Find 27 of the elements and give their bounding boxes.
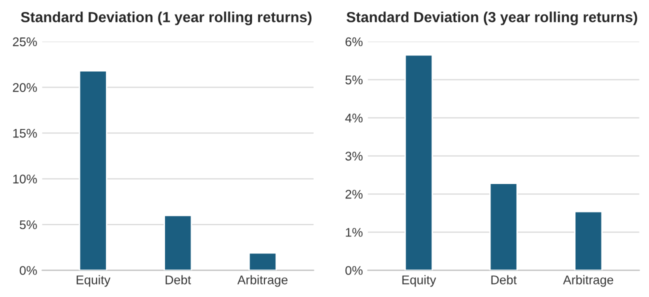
y-tick-label: 5% bbox=[345, 76, 363, 84]
y-tick-label: 4% bbox=[345, 114, 363, 122]
y-tick-label: 0% bbox=[345, 266, 363, 275]
bar bbox=[78, 70, 108, 270]
x-tick-label: Debt bbox=[491, 275, 517, 284]
y-tick-label: 2% bbox=[346, 190, 363, 199]
y-tick-label: 3% bbox=[345, 152, 363, 161]
x-tick-label: Equity bbox=[402, 275, 436, 287]
bar bbox=[404, 54, 434, 270]
y-tick-label: 20% bbox=[12, 83, 37, 92]
y-tick-label: 1% bbox=[346, 228, 363, 237]
y-tick-label: 5% bbox=[20, 220, 37, 230]
bar bbox=[489, 182, 518, 270]
bar bbox=[574, 210, 603, 270]
chart-title: Standard Deviation (1 year rolling returns) bbox=[20, 12, 312, 26]
y-tick-label: 10% bbox=[13, 174, 37, 184]
bar bbox=[248, 252, 277, 270]
y-tick-label: 25% bbox=[12, 37, 37, 46]
x-tick-label: Arbitrage bbox=[237, 275, 288, 287]
y-tick-label: 15% bbox=[13, 128, 37, 138]
x-tick-label: Debt bbox=[166, 275, 191, 284]
y-tick-label: 0% bbox=[20, 266, 37, 275]
y-tick-label: 6% bbox=[346, 37, 363, 46]
bar bbox=[164, 214, 192, 270]
chart-title: Standard Deviation (3 year rolling returns) bbox=[346, 12, 638, 26]
x-tick-label: Arbitrage bbox=[563, 275, 614, 287]
x-tick-label: Equity bbox=[76, 275, 110, 287]
